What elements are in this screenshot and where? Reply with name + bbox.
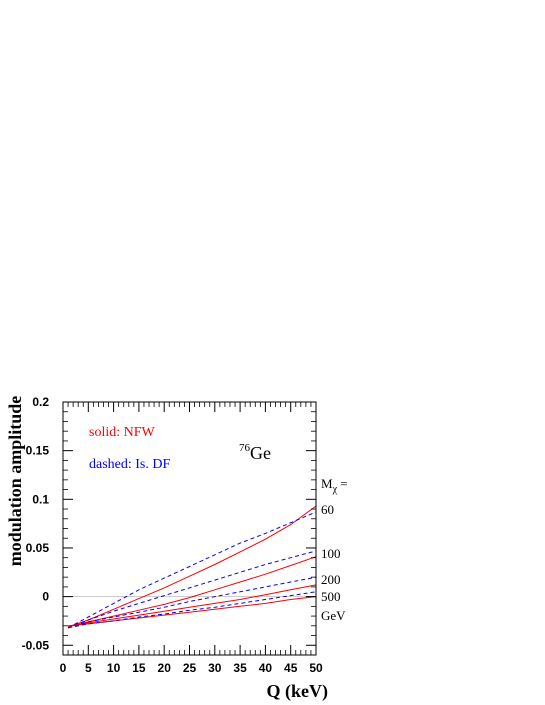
mass-equals: =: [337, 476, 348, 491]
x-tick-label: 40: [259, 661, 273, 675]
mass-label: Mχ =: [321, 476, 348, 495]
mass-unit-label: GeV: [321, 608, 346, 623]
series-line-100-solid: [67, 556, 317, 628]
legend-dashed-label: dashed: Is. DF: [89, 457, 170, 472]
x-axis-title: Q (keV): [267, 681, 329, 702]
series-line-200-dashed: [67, 576, 317, 629]
legend-solid-label: solid: NFW: [89, 425, 156, 440]
x-tick-label: 15: [132, 661, 146, 675]
x-tick-label: 45: [284, 661, 298, 675]
x-tick-label: 50: [309, 661, 323, 675]
x-tick-label: 0: [60, 661, 67, 675]
series-line-60-dashed: [67, 511, 317, 629]
series-line-60-solid: [67, 505, 317, 628]
x-tick-label: 10: [107, 661, 121, 675]
mass-value-label: 60: [321, 502, 334, 517]
x-tick-label: 5: [85, 661, 92, 675]
series-line-100-dashed: [67, 550, 317, 629]
x-tick-label: 25: [183, 661, 197, 675]
isotope-element: Ge: [250, 443, 271, 463]
ticks-layer: [62, 401, 317, 656]
y-tick-label: 0: [42, 590, 49, 604]
y-tick-label: 0.15: [26, 444, 50, 458]
series-layer: [67, 505, 317, 629]
mass-symbol: M: [321, 476, 333, 491]
mass-subscript: χ: [332, 484, 338, 495]
y-tick-label: 0.1: [32, 492, 49, 506]
series-line-200-solid: [68, 584, 317, 628]
mass-value-label: 100: [321, 546, 341, 561]
y-tick-label: 0.05: [26, 541, 50, 555]
y-tick-label: 0.2: [32, 395, 49, 409]
labels-layer: 0 5 10 15 20 25 30 35 40 45 50 -0.05 0 0.05 0.1 0.15 0.2…: [22, 395, 341, 675]
mass-value-label: 500: [321, 589, 341, 604]
isotope-mass-number: 76: [239, 442, 251, 454]
x-tick-label: 35: [233, 661, 247, 675]
x-tick-label: 30: [208, 661, 222, 675]
y-tick-label: -0.05: [22, 638, 50, 652]
mass-value-label: 200: [321, 572, 341, 587]
series-line-500-dashed: [68, 591, 317, 629]
x-tick-label: 20: [158, 661, 172, 675]
isotope-label: 76Ge: [239, 442, 271, 463]
y-axis-title: modulation amplitude: [5, 396, 25, 567]
